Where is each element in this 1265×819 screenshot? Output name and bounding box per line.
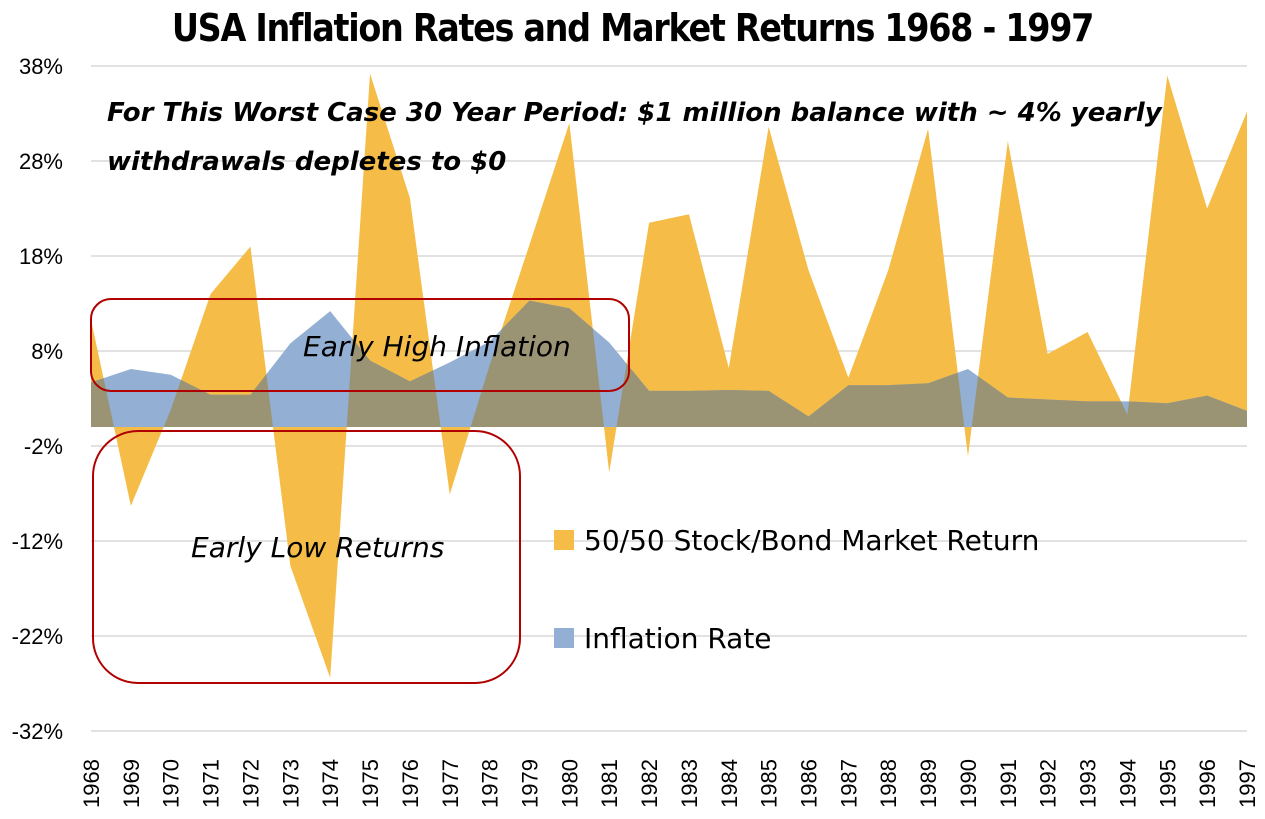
x-tick-label: 1973 bbox=[278, 759, 303, 808]
legend-label-inflation: Inflation Rate bbox=[584, 622, 772, 655]
x-tick-label: 1975 bbox=[358, 759, 383, 808]
x-tick-label: 1972 bbox=[238, 759, 263, 808]
x-axis-ticks: 1968 1969 1970 1971 1972 1973 1974 1975 1976 1977… bbox=[79, 759, 1260, 808]
subtitle-line-1: For This Worst Case 30 Year Period: $1 m… bbox=[107, 98, 1163, 128]
x-tick-label: 1990 bbox=[956, 759, 981, 808]
y-tick-label: 8% bbox=[31, 339, 63, 364]
annotation-high-inflation: Early High Inflation bbox=[303, 330, 571, 363]
y-tick-label: 18% bbox=[19, 244, 63, 269]
x-tick-label: 1969 bbox=[119, 759, 144, 808]
x-tick-label: 1997 bbox=[1235, 759, 1260, 808]
x-tick-label: 1995 bbox=[1155, 759, 1180, 808]
x-tick-label: 1994 bbox=[1115, 759, 1140, 808]
legend-label-market: 50/50 Stock/Bond Market Return bbox=[584, 524, 1039, 557]
x-tick-label: 1988 bbox=[876, 759, 901, 808]
x-tick-label: 1989 bbox=[916, 759, 941, 808]
legend-swatch-inflation bbox=[554, 628, 574, 648]
area-overlap bbox=[91, 300, 1247, 427]
y-axis-ticks: 38% 28% 18% 8% -2% -12% -22% -32% bbox=[12, 54, 63, 744]
x-tick-label: 1979 bbox=[517, 759, 542, 808]
area-market-return bbox=[91, 73, 1247, 678]
annotation-box-high-inflation bbox=[90, 298, 630, 392]
x-tick-label: 1992 bbox=[1036, 759, 1061, 808]
area-series bbox=[91, 73, 1247, 678]
x-tick-label: 1993 bbox=[1076, 759, 1101, 808]
legend: 50/50 Stock/Bond Market Return Inflation… bbox=[554, 524, 1039, 655]
x-tick-label: 1981 bbox=[597, 759, 622, 808]
y-tick-label: -22% bbox=[12, 624, 63, 649]
y-tick-label: -12% bbox=[12, 529, 63, 554]
y-tick-label: 38% bbox=[19, 54, 63, 79]
x-tick-label: 1985 bbox=[757, 759, 782, 808]
chart-title: USA Inflation Rates and Market Returns 1… bbox=[171, 6, 1095, 50]
x-tick-label: 1968 bbox=[79, 759, 104, 808]
x-tick-label: 1970 bbox=[159, 759, 184, 808]
y-tick-label: -2% bbox=[24, 434, 63, 459]
x-tick-label: 1984 bbox=[717, 759, 742, 808]
legend-swatch-market bbox=[554, 530, 574, 550]
x-tick-label: 1986 bbox=[797, 759, 822, 808]
x-tick-label: 1991 bbox=[996, 759, 1021, 808]
y-tick-label: -32% bbox=[12, 719, 63, 744]
subtitle-line-2: withdrawals depletes to $0 bbox=[107, 147, 506, 177]
x-tick-label: 1974 bbox=[318, 759, 343, 808]
x-tick-label: 1971 bbox=[199, 759, 224, 808]
x-tick-label: 1977 bbox=[438, 759, 463, 808]
x-tick-label: 1976 bbox=[398, 759, 423, 808]
annotation-low-returns: Early Low Returns bbox=[191, 531, 444, 564]
y-tick-label: 28% bbox=[19, 149, 63, 174]
annotation-box-low-returns bbox=[92, 430, 521, 684]
x-tick-label: 1983 bbox=[677, 759, 702, 808]
x-tick-label: 1982 bbox=[637, 759, 662, 808]
x-tick-label: 1978 bbox=[478, 759, 503, 808]
x-tick-label: 1980 bbox=[557, 759, 582, 808]
x-tick-label: 1987 bbox=[836, 759, 861, 808]
x-tick-label: 1996 bbox=[1195, 759, 1220, 808]
